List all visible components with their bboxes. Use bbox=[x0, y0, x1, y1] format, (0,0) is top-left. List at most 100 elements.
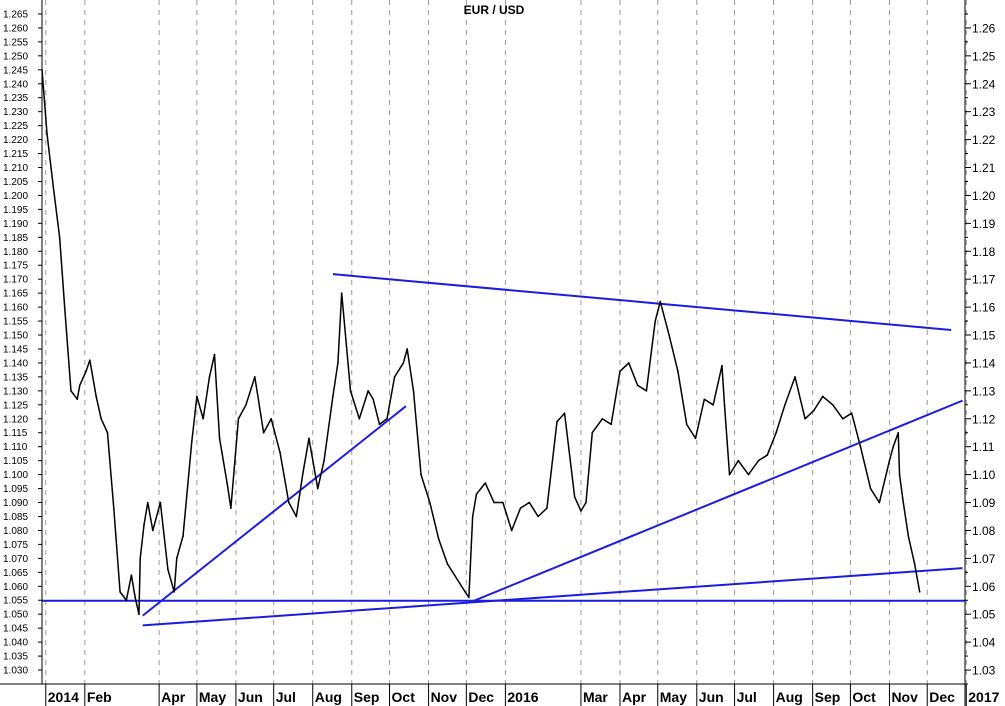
price-point bbox=[175, 557, 178, 560]
right-tick-label: 1.20 bbox=[972, 189, 996, 203]
price-point bbox=[159, 501, 162, 504]
left-tick-label: 1.060 bbox=[3, 582, 28, 593]
price-point bbox=[784, 404, 786, 406]
price-point bbox=[152, 529, 154, 532]
price-point bbox=[76, 398, 79, 401]
price-point bbox=[378, 423, 381, 426]
price-point bbox=[537, 515, 539, 518]
price-point bbox=[58, 236, 61, 239]
x-tick-label: Aug bbox=[315, 689, 342, 705]
price-series bbox=[41, 68, 921, 616]
left-tick-label: 1.260 bbox=[3, 23, 28, 34]
price-point bbox=[349, 390, 352, 392]
price-point bbox=[316, 487, 319, 490]
left-tick-label: 1.170 bbox=[3, 275, 28, 286]
price-point bbox=[46, 133, 48, 135]
price-point bbox=[502, 501, 504, 504]
price-point bbox=[393, 376, 396, 378]
x-tick-label: Aug bbox=[776, 689, 803, 705]
right-tick-label: 1.03 bbox=[972, 664, 996, 678]
right-tick-label: 1.06 bbox=[972, 580, 996, 594]
right-tick-label: 1.21 bbox=[972, 161, 996, 175]
price-point bbox=[888, 459, 891, 462]
left-tick-label: 1.140 bbox=[3, 358, 28, 369]
price-point bbox=[367, 390, 369, 392]
price-point bbox=[191, 440, 193, 442]
x-tick-label: Mar bbox=[583, 689, 608, 705]
left-tick-label: 1.125 bbox=[3, 400, 28, 411]
left-tick-label: 1.190 bbox=[3, 219, 28, 230]
right-tick-label: 1.22 bbox=[972, 133, 996, 147]
right-tick-label: 1.18 bbox=[972, 245, 996, 259]
price-point bbox=[468, 596, 470, 599]
price-point bbox=[112, 507, 115, 509]
left-tick-label: 1.255 bbox=[3, 37, 28, 48]
left-tick-label: 1.055 bbox=[3, 596, 28, 607]
left-tick-label: 1.100 bbox=[3, 470, 28, 481]
price-point bbox=[146, 501, 149, 504]
price-point bbox=[878, 501, 881, 504]
price-point bbox=[528, 501, 531, 504]
x-tick-label: Sep bbox=[354, 689, 380, 705]
price-point bbox=[323, 459, 325, 462]
right-tick-label: 1.12 bbox=[972, 412, 996, 426]
price-point bbox=[402, 362, 405, 364]
trendline bbox=[142, 567, 963, 627]
price-point bbox=[654, 320, 657, 322]
price-point bbox=[804, 417, 806, 420]
price-point bbox=[831, 404, 834, 406]
price-point bbox=[585, 501, 587, 504]
price-point bbox=[100, 417, 102, 420]
price-point bbox=[196, 395, 198, 398]
x-tick-label: Dec bbox=[468, 689, 494, 705]
price-point bbox=[372, 398, 374, 401]
left-tick-label: 1.265 bbox=[3, 9, 28, 20]
left-tick-label: 1.120 bbox=[3, 414, 28, 425]
price-point bbox=[918, 591, 921, 593]
chart-title: EUR / USD bbox=[464, 3, 525, 17]
price-point bbox=[601, 417, 604, 420]
x-tick-label: 2016 bbox=[507, 689, 538, 705]
price-point bbox=[659, 300, 662, 303]
right-y-axis: 1.03 1.04 1.05 1.06 1.07 1.08 1.09 1.10 1.11 1.12… bbox=[965, 13, 996, 685]
price-point bbox=[475, 493, 478, 495]
price-point bbox=[226, 482, 228, 484]
price-point bbox=[455, 577, 458, 579]
price-point bbox=[913, 563, 916, 565]
price-point bbox=[493, 501, 495, 504]
x-tick-label: May bbox=[199, 689, 226, 705]
right-tick-label: 1.17 bbox=[972, 273, 996, 287]
price-point bbox=[230, 507, 232, 509]
price-point bbox=[173, 591, 176, 593]
price-point bbox=[343, 320, 346, 322]
price-point bbox=[63, 306, 66, 308]
x-tick-label: Apr bbox=[622, 689, 647, 705]
price-point bbox=[897, 431, 900, 434]
price-point bbox=[850, 412, 853, 414]
price-point bbox=[358, 417, 361, 420]
price-point bbox=[484, 482, 487, 484]
left-tick-label: 1.215 bbox=[3, 149, 28, 160]
price-point bbox=[139, 557, 142, 560]
price-point bbox=[213, 353, 216, 356]
price-point bbox=[645, 390, 648, 392]
x-tick-label: 2017 bbox=[968, 689, 999, 705]
left-tick-label: 1.155 bbox=[3, 317, 28, 328]
left-tick-label: 1.045 bbox=[3, 624, 28, 635]
price-point bbox=[279, 451, 281, 454]
left-tick-label: 1.105 bbox=[3, 456, 28, 467]
price-point bbox=[412, 390, 415, 392]
left-tick-label: 1.075 bbox=[3, 540, 28, 551]
x-axis: 2014 Feb Apr May Jun Jul Aug Sep Oct Nov Dec 2016 Ma… bbox=[45, 684, 1000, 706]
price-point bbox=[52, 186, 55, 188]
left-tick-label: 1.030 bbox=[3, 666, 28, 677]
price-point bbox=[437, 538, 440, 540]
x-tick-label: Jun bbox=[238, 689, 263, 705]
left-tick-label: 1.235 bbox=[3, 93, 28, 104]
left-tick-label: 1.210 bbox=[3, 163, 28, 174]
price-point bbox=[218, 437, 221, 440]
price-point bbox=[610, 423, 612, 426]
price-point bbox=[821, 395, 824, 398]
price-point bbox=[703, 398, 706, 401]
right-tick-label: 1.19 bbox=[972, 217, 996, 231]
